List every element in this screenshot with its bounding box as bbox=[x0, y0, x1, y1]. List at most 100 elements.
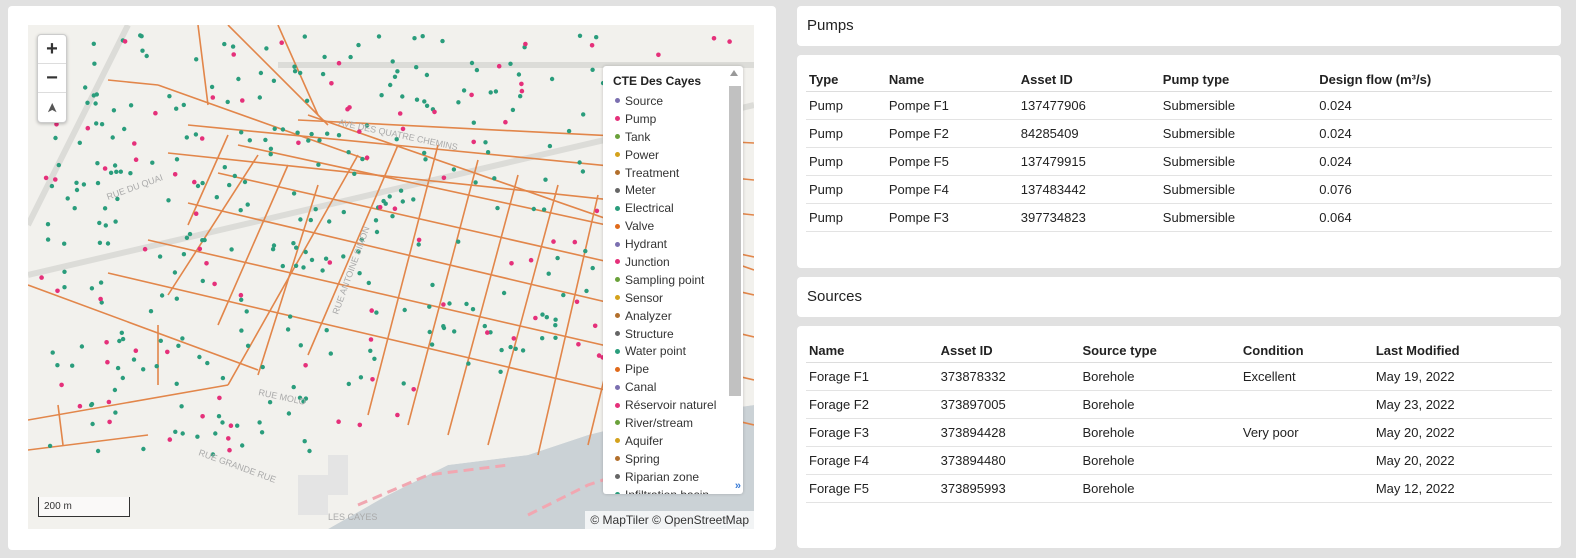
junction-marker[interactable] bbox=[711, 36, 717, 41]
table-row[interactable]: Forage F5 373895993 Borehole May 12, 2022 bbox=[806, 474, 1552, 503]
water-point-marker[interactable] bbox=[508, 61, 513, 66]
water-point-marker[interactable] bbox=[423, 157, 428, 162]
column-header[interactable]: Asset ID bbox=[1017, 63, 1160, 92]
legend-item[interactable]: Canal bbox=[615, 378, 743, 396]
water-point-marker[interactable] bbox=[498, 369, 503, 374]
water-point-marker[interactable] bbox=[540, 336, 545, 341]
water-point-marker[interactable] bbox=[113, 410, 118, 415]
water-point-marker[interactable] bbox=[374, 229, 380, 235]
water-point-marker[interactable] bbox=[181, 252, 187, 257]
column-header[interactable]: Pump type bbox=[1159, 63, 1317, 92]
water-point-marker[interactable] bbox=[590, 67, 595, 72]
water-point-marker[interactable] bbox=[325, 131, 330, 136]
water-point-marker[interactable] bbox=[174, 381, 179, 386]
water-point-marker[interactable] bbox=[264, 46, 269, 51]
water-point-marker[interactable] bbox=[291, 191, 297, 196]
water-point-marker[interactable] bbox=[62, 241, 67, 246]
water-point-marker[interactable] bbox=[320, 71, 326, 77]
water-point-marker[interactable] bbox=[89, 286, 95, 291]
water-point-marker[interactable] bbox=[546, 271, 551, 276]
table-row[interactable]: Pump Pompe F4 137483442 Submersible 0.076 bbox=[806, 175, 1552, 204]
water-point-marker[interactable] bbox=[200, 238, 205, 243]
water-point-marker[interactable] bbox=[235, 423, 240, 428]
water-point-marker[interactable] bbox=[302, 34, 307, 39]
legend-item[interactable]: Treatment bbox=[615, 164, 743, 182]
junction-marker[interactable] bbox=[132, 141, 137, 146]
junction-marker[interactable] bbox=[167, 437, 173, 442]
water-point-marker[interactable] bbox=[229, 247, 234, 252]
water-point-marker[interactable] bbox=[247, 138, 252, 143]
water-point-marker[interactable] bbox=[466, 361, 471, 366]
water-point-marker[interactable] bbox=[360, 156, 365, 162]
water-point-marker[interactable] bbox=[381, 198, 386, 204]
water-point-marker[interactable] bbox=[298, 343, 303, 348]
water-point-marker[interactable] bbox=[187, 231, 193, 237]
junction-marker[interactable] bbox=[204, 261, 209, 266]
compass-button[interactable]: ➤ bbox=[38, 93, 66, 122]
table-row[interactable]: Pump Pompe F1 137477906 Submersible 0.024 bbox=[806, 91, 1552, 120]
water-point-marker[interactable] bbox=[577, 160, 582, 165]
water-point-marker[interactable] bbox=[74, 187, 80, 193]
water-point-marker[interactable] bbox=[90, 421, 95, 427]
water-point-marker[interactable] bbox=[469, 60, 475, 66]
water-point-marker[interactable] bbox=[158, 338, 163, 343]
water-point-marker[interactable] bbox=[271, 243, 277, 248]
water-point-marker[interactable] bbox=[584, 288, 589, 294]
junction-marker[interactable] bbox=[39, 275, 44, 280]
legend-item[interactable]: Pipe bbox=[615, 360, 743, 378]
water-point-marker[interactable] bbox=[308, 217, 313, 223]
water-point-marker[interactable] bbox=[209, 84, 215, 90]
junction-marker[interactable] bbox=[576, 342, 581, 347]
water-point-marker[interactable] bbox=[547, 143, 553, 149]
water-point-marker[interactable] bbox=[222, 165, 227, 170]
water-point-marker[interactable] bbox=[53, 135, 58, 141]
water-point-marker[interactable] bbox=[461, 88, 467, 93]
water-point-marker[interactable] bbox=[117, 338, 122, 344]
water-point-marker[interactable] bbox=[499, 347, 504, 353]
junction-marker[interactable] bbox=[105, 359, 110, 365]
water-point-marker[interactable] bbox=[430, 282, 435, 288]
water-point-marker[interactable] bbox=[301, 265, 306, 270]
legend-item[interactable]: Aquifer bbox=[615, 432, 743, 450]
water-point-marker[interactable] bbox=[272, 126, 277, 131]
junction-marker[interactable] bbox=[329, 81, 334, 86]
water-point-marker[interactable] bbox=[245, 202, 250, 207]
junction-marker[interactable] bbox=[172, 172, 178, 177]
junction-marker[interactable] bbox=[574, 299, 580, 305]
water-point-marker[interactable] bbox=[91, 93, 96, 98]
junction-marker[interactable] bbox=[226, 436, 231, 441]
water-point-marker[interactable] bbox=[97, 220, 102, 226]
water-point-marker[interactable] bbox=[364, 123, 370, 128]
water-point-marker[interactable] bbox=[260, 364, 265, 370]
junction-marker[interactable] bbox=[336, 60, 342, 66]
water-point-marker[interactable] bbox=[112, 163, 118, 168]
junction-marker[interactable] bbox=[200, 414, 205, 419]
zoom-in-button[interactable]: + bbox=[38, 35, 66, 64]
water-point-marker[interactable] bbox=[398, 188, 404, 193]
water-point-marker[interactable] bbox=[424, 72, 430, 78]
water-point-marker[interactable] bbox=[320, 268, 325, 273]
water-point-marker[interactable] bbox=[541, 207, 547, 212]
junction-marker[interactable] bbox=[227, 447, 232, 453]
water-point-marker[interactable] bbox=[388, 82, 393, 88]
legend-item[interactable]: Sampling point bbox=[615, 271, 743, 289]
water-point-marker[interactable] bbox=[424, 103, 430, 109]
junction-marker[interactable] bbox=[210, 95, 216, 100]
water-point-marker[interactable] bbox=[181, 102, 186, 108]
water-point-marker[interactable] bbox=[327, 219, 332, 224]
water-point-marker[interactable] bbox=[441, 324, 446, 329]
water-point-marker[interactable] bbox=[62, 285, 67, 290]
junction-marker[interactable] bbox=[392, 206, 398, 211]
water-point-marker[interactable] bbox=[267, 400, 273, 405]
table-row[interactable]: Pump Pompe F3 397734823 Submersible 0.064 bbox=[806, 203, 1552, 232]
water-point-marker[interactable] bbox=[180, 336, 185, 341]
water-point-marker[interactable] bbox=[194, 57, 199, 62]
water-point-marker[interactable] bbox=[56, 162, 61, 168]
water-point-marker[interactable] bbox=[176, 343, 181, 348]
junction-marker[interactable] bbox=[59, 382, 64, 388]
water-point-marker[interactable] bbox=[122, 126, 127, 132]
water-point-marker[interactable] bbox=[93, 101, 98, 106]
water-point-marker[interactable] bbox=[309, 257, 315, 263]
scroll-up-icon[interactable] bbox=[730, 70, 738, 76]
water-point-marker[interactable] bbox=[77, 140, 82, 145]
